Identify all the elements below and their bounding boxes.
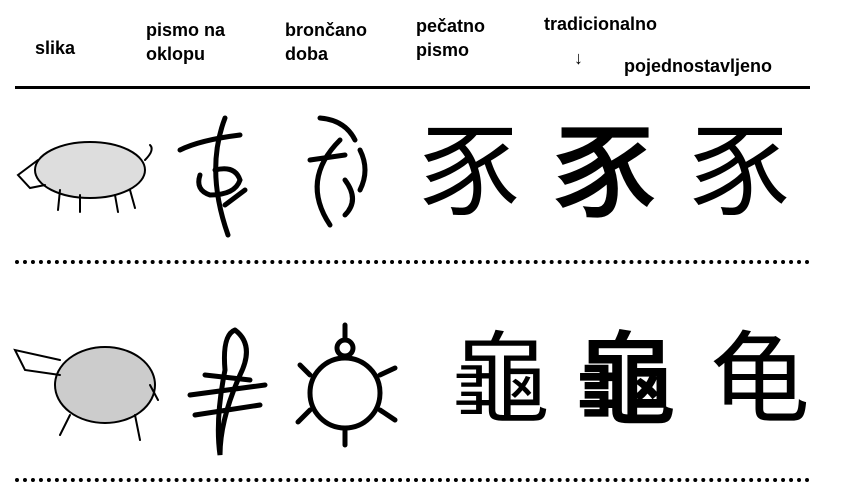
header-traditional: tradicionalno xyxy=(544,14,658,34)
header-bronze: brončano doba xyxy=(285,20,368,64)
bronze-pig xyxy=(307,115,368,228)
traditional-turtle: 龜 xyxy=(575,321,675,439)
header-seal: pečatno pismo xyxy=(416,16,486,60)
traditional-pig: 豕 xyxy=(555,114,655,232)
row-divider xyxy=(15,260,810,264)
header-oracle: pismo na oklopu xyxy=(146,20,226,64)
turtle-picture xyxy=(13,346,159,441)
oracle-pig xyxy=(177,115,248,238)
oracle-turtle xyxy=(187,327,268,456)
header-picture: slika xyxy=(35,38,76,58)
header-simplified: pojednostavljeno xyxy=(624,56,773,76)
seal-pig: 豕 xyxy=(420,114,520,231)
header-arrow: ↓ xyxy=(574,48,583,68)
seal-turtle: 龜 xyxy=(450,321,550,438)
pig-picture xyxy=(16,141,153,213)
bronze-turtle xyxy=(295,322,398,448)
bottom-divider xyxy=(15,478,810,482)
header-rule xyxy=(15,86,810,89)
simplified-turtle: 龟 xyxy=(710,321,810,438)
simplified-pig: 豕 xyxy=(690,114,790,231)
